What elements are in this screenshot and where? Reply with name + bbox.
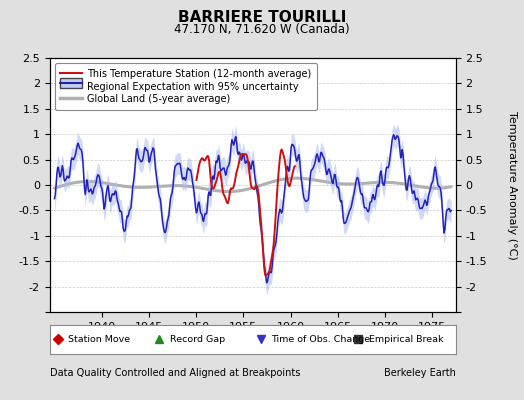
Text: Berkeley Earth: Berkeley Earth (384, 368, 456, 378)
Text: Record Gap: Record Gap (170, 334, 225, 344)
Text: Station Move: Station Move (68, 334, 130, 344)
Text: 47.170 N, 71.620 W (Canada): 47.170 N, 71.620 W (Canada) (174, 23, 350, 36)
Text: BARRIERE TOURILLI: BARRIERE TOURILLI (178, 10, 346, 25)
Text: Empirical Break: Empirical Break (368, 334, 443, 344)
Text: Time of Obs. Change: Time of Obs. Change (271, 334, 370, 344)
Y-axis label: Temperature Anomaly (°C): Temperature Anomaly (°C) (507, 111, 517, 259)
Text: Data Quality Controlled and Aligned at Breakpoints: Data Quality Controlled and Aligned at B… (50, 368, 300, 378)
Legend: This Temperature Station (12-month average), Regional Expectation with 95% uncer: This Temperature Station (12-month avera… (54, 63, 317, 110)
